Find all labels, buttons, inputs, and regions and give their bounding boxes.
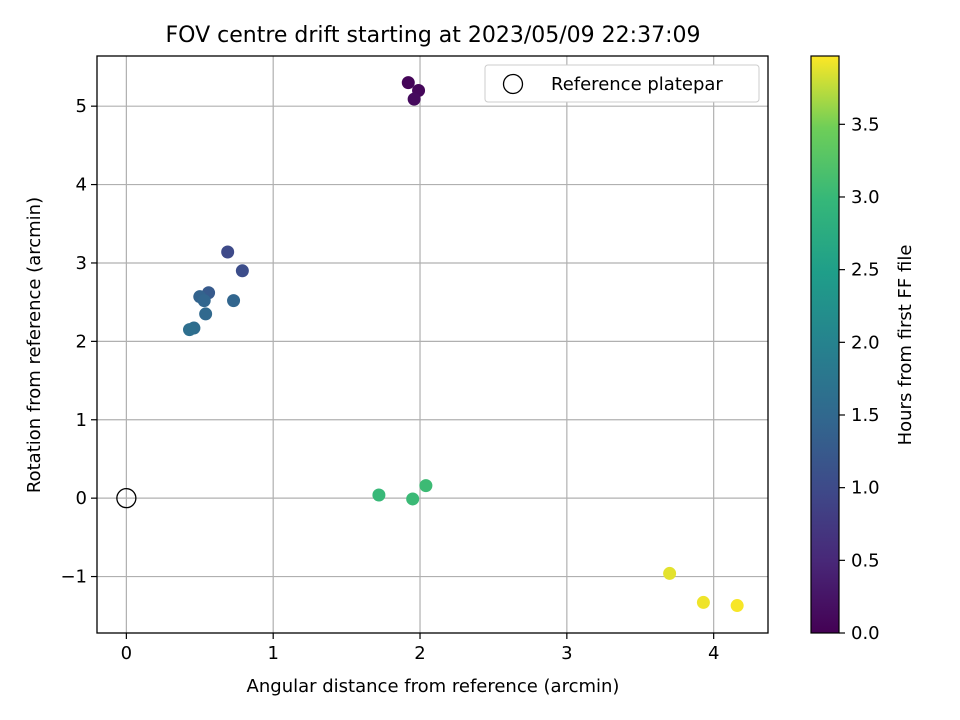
colorbar-tick-label: 0.0: [851, 623, 880, 644]
data-points: [183, 76, 744, 613]
data-point: [221, 245, 235, 259]
y-tick-label: 0: [76, 488, 87, 509]
y-tick-label: 3: [76, 253, 87, 274]
y-tick-label: −1: [60, 567, 87, 588]
data-point: [197, 294, 211, 308]
x-tick-label: 3: [561, 643, 572, 664]
data-point: [663, 566, 677, 580]
colorbar-tick-label: 3.5: [851, 114, 880, 135]
x-tick-label: 2: [414, 643, 425, 664]
colorbar-tick-label: 2.5: [851, 260, 880, 281]
colorbar-tick-label: 0.5: [851, 550, 880, 571]
colorbar: 0.0 0.5 1.0 1.5 2.0 2.5 3.0 3.5 Hours from firs…: [810, 55, 916, 644]
plot-frame: [96, 55, 769, 634]
data-point: [183, 323, 197, 337]
x-tick-label: 0: [121, 643, 132, 664]
y-tick-label: 1: [76, 410, 87, 431]
legend: Reference platepar: [484, 64, 760, 103]
x-tick-label: 1: [267, 643, 278, 664]
legend-label: Reference platepar: [551, 74, 723, 95]
x-tick-label: 4: [708, 643, 719, 664]
colorbar-tick-label: 2.0: [851, 332, 880, 353]
colorbar-tick-label: 3.0: [851, 187, 880, 208]
grid-lines: [97, 56, 768, 633]
colorbar-gradient: [810, 55, 840, 634]
reference-marker: [116, 488, 137, 509]
data-point: [419, 479, 433, 493]
colorbar-label: Hours from first FF file: [895, 245, 916, 446]
x-axis-label: Angular distance from reference (arcmin): [247, 676, 620, 697]
colorbar-tick-label: 1.0: [851, 478, 880, 499]
data-point: [406, 492, 420, 506]
colorbar-tick-label: 1.5: [851, 405, 880, 426]
chart-title: FOV centre drift starting at 2023/05/09 …: [166, 23, 701, 48]
data-point: [235, 264, 249, 278]
data-point: [199, 307, 213, 321]
legend-marker: [502, 73, 524, 95]
y-tick-label: 5: [76, 96, 87, 117]
data-point: [401, 76, 415, 90]
y-tick-label: 2: [76, 331, 87, 352]
colorbar-ticks: 0.0 0.5 1.0 1.5 2.0 2.5 3.0 3.5: [839, 114, 880, 644]
data-point: [372, 488, 386, 502]
y-axis-label: Rotation from reference (arcmin): [24, 197, 45, 493]
data-point: [730, 599, 744, 613]
legend-box: [484, 64, 760, 103]
data-point: [227, 294, 241, 308]
y-axis-ticks: −1 0 1 2 3 4 5: [60, 96, 97, 588]
y-tick-label: 4: [76, 175, 87, 196]
x-axis-ticks: 0 1 2 3 4: [121, 633, 719, 664]
data-point: [407, 92, 421, 106]
reference-point-marker: [116, 488, 137, 509]
data-point: [696, 595, 710, 609]
